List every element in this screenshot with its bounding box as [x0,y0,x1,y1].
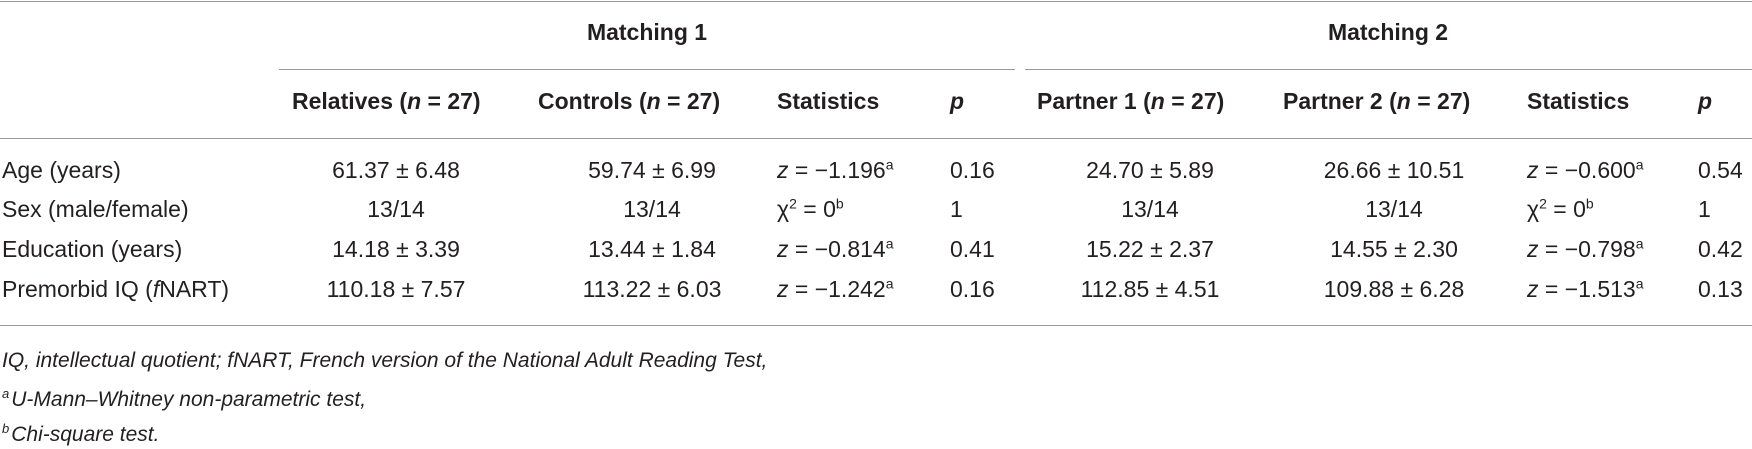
col-header-statistics-1: Statistics [777,88,880,114]
row-label-age: Age (years) [2,157,121,183]
col-header-p-1: p [950,88,965,114]
col-header-partner-2: Partner 2 (n = 27) [1283,88,1471,114]
footnote-abbreviations: IQ, intellectual quotient; fNART, French… [2,349,768,372]
cell-iq-stat2: z = −1.513a [1527,275,1644,302]
row-label-premorbid-iq: Premorbid IQ (fNART) [2,276,230,302]
group-header-matching-1: Matching 1 [586,19,708,45]
cell-iq-p2: 0.13 [1698,276,1743,302]
cell-education-relatives: 14.18 ± 3.39 [332,236,460,262]
cell-education-stat2: z = −0.798a [1527,235,1644,262]
cell-education-stat1: z = −0.814a [777,235,894,262]
cell-age-controls: 59.74 ± 6.99 [588,157,716,183]
col-header-relatives: Relatives (n = 27) [292,88,481,114]
cell-education-p2: 0.42 [1698,236,1743,262]
cell-iq-p1: 0.16 [950,276,995,302]
col-header-p-2: p [1698,88,1713,114]
footnote-b: bChi-square test. [2,421,160,446]
col-header-controls: Controls (n = 27) [538,88,721,114]
cell-education-p1: 0.41 [950,236,995,262]
cell-iq-partner1: 112.85 ± 4.51 [1080,276,1220,302]
cell-education-controls: 13.44 ± 1.84 [588,236,716,262]
cell-age-stat1: z = −1.196a [777,156,894,183]
cell-sex-stat2: χ2 = 0b [1527,195,1594,222]
cell-iq-partner2: 109.88 ± 6.28 [1323,276,1465,302]
cell-sex-controls: 13/14 [623,196,681,222]
header-bottom-rule [0,138,1752,139]
cell-sex-p2: 1 [1698,196,1711,222]
cell-age-relatives: 61.37 ± 6.48 [332,157,460,183]
matching2-rule [1025,69,1752,70]
row-label-sex: Sex (male/female) [2,196,189,222]
cell-age-stat2: z = −0.600a [1527,156,1644,183]
cell-education-partner1: 15.22 ± 2.37 [1086,236,1214,262]
top-rule [0,1,1752,2]
cell-iq-relatives: 110.18 ± 7.57 [326,276,466,302]
row-label-education: Education (years) [2,236,183,262]
group-header-matching-2: Matching 2 [1327,19,1449,45]
cell-education-partner2: 14.55 ± 2.30 [1330,236,1458,262]
matching1-rule [279,69,1015,70]
col-header-partner-1: Partner 1 (n = 27) [1037,88,1225,114]
col-header-statistics-2: Statistics [1527,88,1630,114]
cell-iq-controls: 113.22 ± 6.03 [582,276,722,302]
cell-iq-stat1: z = −1.242a [777,275,894,302]
cell-age-p1: 0.16 [950,157,995,183]
cell-age-p2: 0.54 [1698,157,1743,183]
cell-sex-relatives: 13/14 [367,196,425,222]
cell-sex-p1: 1 [950,196,963,222]
cell-sex-partner1: 13/14 [1121,196,1179,222]
cell-sex-stat1: χ2 = 0b [777,195,844,222]
cell-age-partner1: 24.70 ± 5.89 [1086,157,1214,183]
cell-age-partner2: 26.66 ± 10.51 [1323,157,1465,183]
body-bottom-rule [0,325,1752,326]
cell-sex-partner2: 13/14 [1365,196,1423,222]
footnote-a: aU-Mann–Whitney non-parametric test, [2,386,367,411]
